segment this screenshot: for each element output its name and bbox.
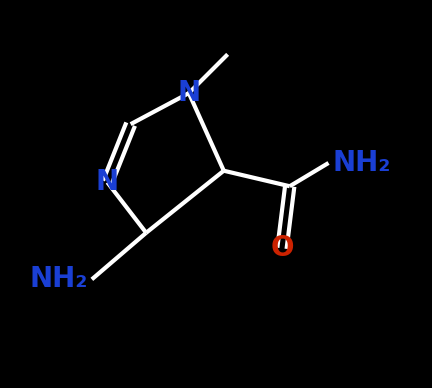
- Text: NH₂: NH₂: [332, 149, 391, 177]
- Text: O: O: [270, 234, 294, 262]
- Text: NH₂: NH₂: [29, 265, 88, 293]
- Text: N: N: [177, 79, 200, 107]
- Text: N: N: [96, 168, 119, 196]
